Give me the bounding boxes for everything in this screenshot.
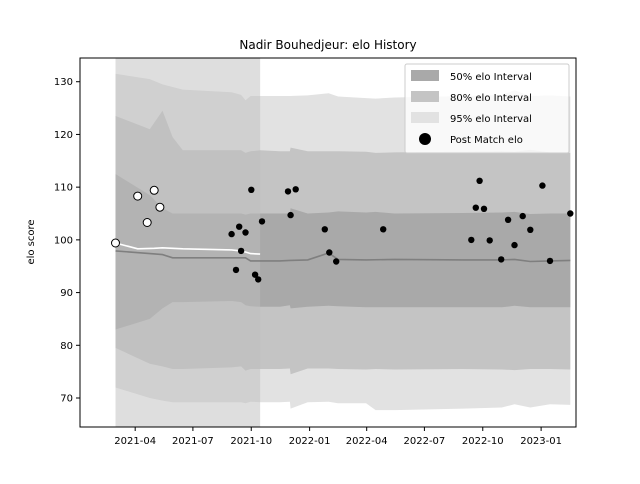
y-tick-label: 70 xyxy=(60,394,73,405)
match-point xyxy=(321,226,328,233)
match-point xyxy=(292,186,299,193)
legend-label-95: 95% elo Interval xyxy=(450,114,532,125)
y-tick-label: 130 xyxy=(54,77,73,88)
x-tick-label: 2022-10 xyxy=(462,436,504,447)
y-axis-ticks: 70 80 90 100 110 120 130 xyxy=(54,77,80,405)
match-point xyxy=(480,205,488,212)
match-point xyxy=(472,204,479,211)
x-tick-label: 2022-04 xyxy=(346,436,388,447)
match-point xyxy=(236,223,243,230)
match-point xyxy=(232,266,240,274)
legend-swatch-80 xyxy=(411,91,439,102)
match-point xyxy=(519,212,526,220)
match-point xyxy=(511,241,518,249)
match-point xyxy=(567,210,574,217)
y-tick-label: 120 xyxy=(54,130,73,141)
match-point xyxy=(380,226,387,233)
match-point xyxy=(284,188,292,195)
match-point xyxy=(133,191,143,201)
median-elo-line xyxy=(115,250,571,263)
post-match-elo-line xyxy=(115,242,261,255)
y-tick-label: 90 xyxy=(60,288,73,299)
interval-bands xyxy=(115,58,571,427)
elo-lines xyxy=(115,242,571,263)
y-tick-label: 110 xyxy=(54,183,73,194)
match-point xyxy=(498,256,505,263)
match-point xyxy=(237,247,245,255)
match-point xyxy=(468,236,475,244)
x-tick-label: 2021-04 xyxy=(114,436,156,447)
x-tick-label: 2022-01 xyxy=(289,436,331,447)
match-point xyxy=(255,276,262,283)
y-tick-label: 100 xyxy=(54,235,73,246)
match-points xyxy=(111,177,574,283)
match-point xyxy=(155,202,165,212)
match-point xyxy=(251,271,259,278)
legend-label-80: 80% elo Interval xyxy=(450,93,532,104)
match-point xyxy=(258,218,266,225)
y-axis-label: elo score xyxy=(26,219,37,264)
x-tick-label: 2023-01 xyxy=(520,436,562,447)
x-tick-label: 2021-07 xyxy=(172,436,214,447)
match-point xyxy=(142,218,152,227)
match-point xyxy=(504,216,512,223)
legend-swatch-95 xyxy=(411,112,439,123)
match-point xyxy=(326,249,333,256)
match-point xyxy=(539,182,546,189)
match-point xyxy=(111,238,120,248)
x-axis-ticks: 2021-04 2021-07 2021-10 2022-01 2022-04 2022-… xyxy=(114,427,562,447)
legend: 50% elo Interval 80% elo Interval 95% el… xyxy=(404,63,570,154)
legend-box xyxy=(404,63,570,154)
legend-marker-dot xyxy=(419,133,431,145)
match-point xyxy=(546,257,554,265)
match-point xyxy=(486,237,493,244)
legend-label-dot: Post Match elo xyxy=(450,135,523,146)
match-point xyxy=(248,186,255,193)
legend-swatch-50 xyxy=(411,70,439,81)
match-point xyxy=(527,226,534,233)
match-point xyxy=(149,185,159,195)
match-point xyxy=(242,229,249,236)
chart-title: Nadir Bouhedjeur: elo History xyxy=(239,38,416,52)
x-tick-label: 2022-07 xyxy=(404,436,446,447)
shaded-period xyxy=(115,58,261,427)
match-point xyxy=(228,230,235,238)
legend-label-50: 50% elo Interval xyxy=(450,72,532,83)
match-point xyxy=(287,211,294,219)
match-point xyxy=(476,177,483,184)
x-tick-label: 2021-10 xyxy=(230,436,272,447)
y-tick-label: 80 xyxy=(60,341,73,352)
plot-frame xyxy=(79,57,577,428)
match-point xyxy=(333,258,340,265)
